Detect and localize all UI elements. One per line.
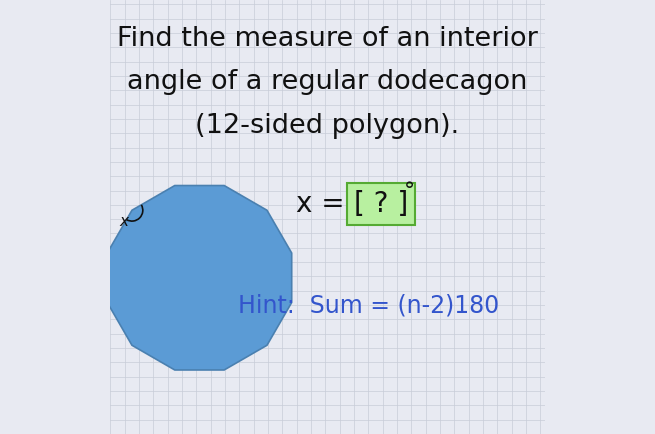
Text: Find the measure of an interior: Find the measure of an interior	[117, 26, 538, 52]
Text: Hint:  Sum = (n-2)180: Hint: Sum = (n-2)180	[238, 294, 499, 318]
Polygon shape	[107, 185, 291, 370]
Text: (12-sided polygon).: (12-sided polygon).	[195, 113, 460, 139]
Text: [ ? ]: [ ? ]	[354, 190, 408, 218]
Text: x: x	[120, 214, 128, 229]
Text: °: °	[403, 181, 415, 201]
Text: x =: x =	[296, 190, 354, 218]
Text: angle of a regular dodecagon: angle of a regular dodecagon	[127, 69, 528, 95]
